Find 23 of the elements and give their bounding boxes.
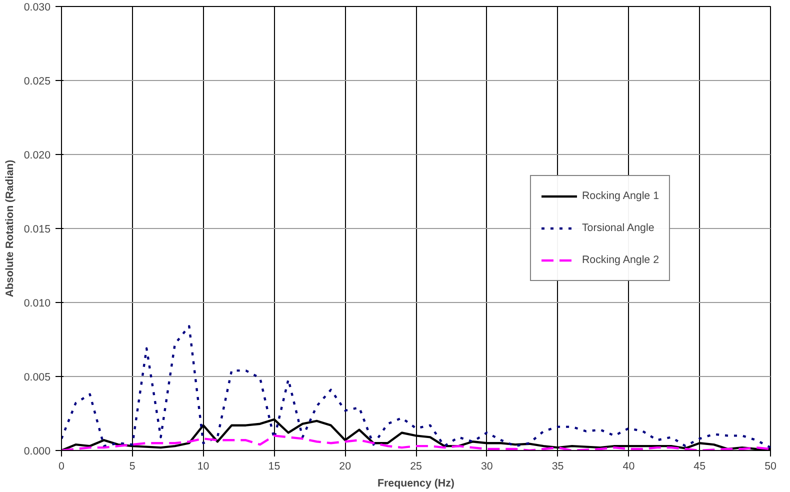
x-tick-label: 15 bbox=[268, 460, 280, 472]
y-tick-label: 0.020 bbox=[24, 150, 51, 162]
x-tick-label: 30 bbox=[480, 460, 493, 472]
y-tick-label: 0.010 bbox=[24, 298, 51, 310]
x-tick-label: 5 bbox=[129, 460, 136, 472]
y-tick-label: 0.005 bbox=[24, 372, 51, 384]
legend-label: Torsional Angle bbox=[582, 222, 654, 234]
y-tick-label: 0.030 bbox=[24, 2, 51, 14]
y-tick-label: 0.015 bbox=[24, 224, 51, 236]
x-tick-label: 0 bbox=[58, 460, 65, 472]
y-tick-label: 0.000 bbox=[24, 446, 51, 458]
y-axis-title: Absolute Rotation (Radian) bbox=[4, 159, 16, 298]
x-tick-label: 50 bbox=[764, 460, 776, 472]
x-tick-label: 20 bbox=[339, 460, 352, 472]
y-tick-label: 0.025 bbox=[24, 76, 51, 88]
x-tick-label: 35 bbox=[552, 460, 564, 472]
x-tick-label: 45 bbox=[694, 460, 706, 472]
legend-label: Rocking Angle 1 bbox=[582, 190, 659, 202]
legend-label: Rocking Angle 2 bbox=[582, 254, 659, 266]
x-tick-label: 10 bbox=[197, 460, 210, 472]
x-tick-label: 25 bbox=[410, 460, 422, 472]
x-tick-label: 40 bbox=[622, 460, 635, 472]
x-axis-title: Frequency (Hz) bbox=[378, 478, 455, 490]
